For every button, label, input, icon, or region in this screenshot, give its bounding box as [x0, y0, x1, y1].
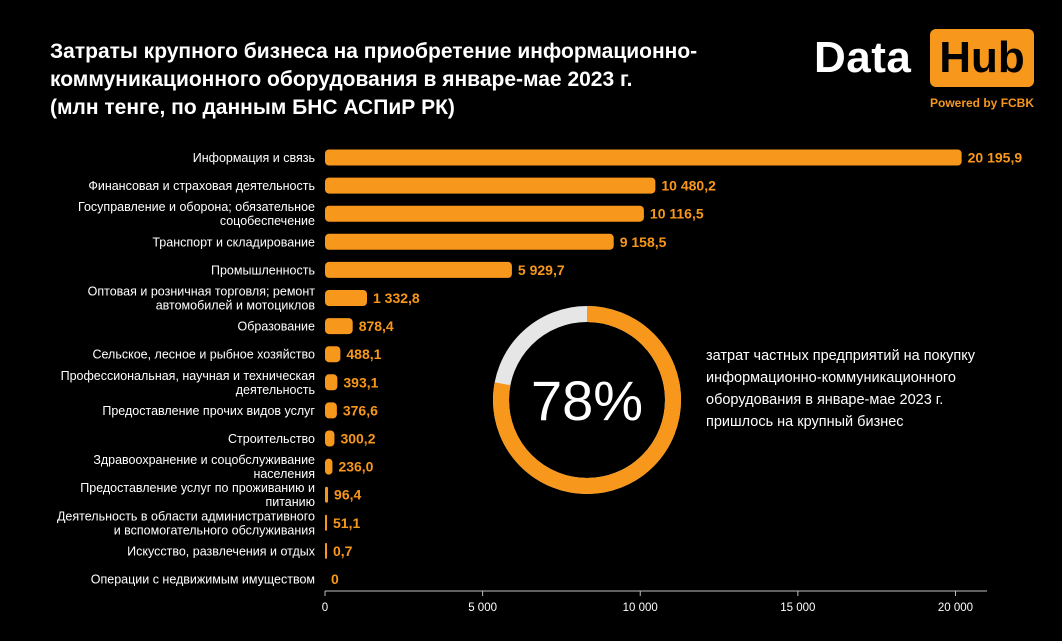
- x-tick-label-2: 10 000: [623, 602, 658, 614]
- logo-data-text: Data: [814, 33, 912, 82]
- donut-description-line-4: пришлось на крупный бизнес: [706, 414, 904, 430]
- category-label-10: Строительство: [228, 432, 315, 446]
- donut-description-line-3: оборудования в январе-мае 2023 г.: [706, 392, 944, 408]
- category-label-5: Оптовая и розничная торговля; ремонт авто…: [88, 285, 316, 313]
- value-label-10: 300,2: [340, 431, 375, 447]
- category-label-13: Деятельность в области административного…: [57, 509, 315, 537]
- category-label-8: Профессиональная, научная и техническая д…: [61, 369, 315, 397]
- bar-1: [325, 177, 656, 194]
- bar-8: [325, 374, 338, 391]
- bar-5: [325, 290, 368, 306]
- bar-3: [325, 233, 614, 250]
- chart-title-line-1: Затраты крупного бизнеса на приобретение…: [50, 40, 698, 63]
- x-tick-label-0: 0: [322, 602, 328, 614]
- category-label-4: Промышленность: [211, 263, 315, 277]
- chart-title: Затраты крупного бизнеса на приобретение…: [50, 38, 770, 122]
- value-label-4: 5 929,7: [518, 262, 565, 278]
- category-label-14: Искусство, развлечения и отдых: [127, 544, 316, 558]
- value-label-0: 20 195,9: [968, 150, 1023, 166]
- bar-11: [325, 458, 333, 475]
- bar-0: [325, 149, 962, 166]
- bar-12: [325, 486, 329, 503]
- value-label-15: 0: [331, 571, 339, 587]
- value-label-14: 0,7: [333, 543, 353, 559]
- chart-title-line-3: (млн тенге, по данным БНС АСПиР РК): [50, 96, 455, 119]
- bar-6: [325, 318, 353, 335]
- donut-description-line-1: затрат частных предприятий на покупку: [706, 348, 975, 364]
- logo-powered-by: Powered by FCBK: [930, 96, 1035, 110]
- category-label-9: Предоставление прочих видов услуг: [102, 404, 315, 418]
- value-label-2: 10 116,5: [650, 206, 704, 222]
- category-label-15: Операции с недвижимым имуществом: [91, 573, 315, 587]
- donut-share-ring: [493, 306, 681, 494]
- bar-13: [325, 514, 327, 531]
- value-label-12: 96,4: [334, 487, 361, 503]
- category-label-1: Финансовая и страховая деятельность: [88, 179, 315, 193]
- value-label-8: 393,1: [343, 374, 378, 390]
- x-tick-label-3: 15 000: [780, 602, 815, 614]
- category-label-12: Предоставление услуг по проживанию и пита…: [80, 481, 315, 509]
- category-label-0: Информация и связь: [193, 151, 315, 165]
- bar-2: [325, 205, 644, 222]
- logo-hub-text: Hub: [939, 33, 1025, 82]
- logo-hub-box: Hub: [930, 29, 1034, 87]
- bar-9: [325, 402, 337, 419]
- value-label-9: 376,6: [343, 402, 378, 418]
- donut-description-line-2: информационно-коммуникационного: [706, 370, 956, 386]
- value-label-11: 236,0: [338, 459, 373, 475]
- category-label-6: Образование: [238, 320, 316, 334]
- category-label-2: Госуправление и оборона; обязательное соц…: [78, 200, 315, 228]
- donut-percent-label: 78%: [531, 369, 643, 432]
- datahub-logo: Data Hub Powered by FCBK: [812, 25, 1044, 115]
- x-tick-label-1: 5 000: [468, 602, 497, 614]
- value-label-5: 1 332,8: [373, 290, 420, 306]
- x-tick-label-4: 20 000: [938, 602, 973, 614]
- bar-7: [325, 346, 341, 363]
- donut-description: затрат частных предприятий на покупку ин…: [706, 345, 1036, 433]
- value-label-6: 878,4: [359, 318, 394, 334]
- chart-title-line-2: коммуникационного оборудования в январе-…: [50, 68, 633, 91]
- bar-4: [325, 261, 512, 278]
- bar-10: [325, 430, 335, 447]
- category-label-3: Транспорт и складирование: [152, 235, 315, 249]
- value-label-3: 9 158,5: [620, 234, 667, 250]
- category-label-7: Сельское, лесное и рыбное хозяйство: [92, 348, 315, 362]
- value-label-13: 51,1: [333, 515, 360, 531]
- value-label-1: 10 480,2: [661, 178, 716, 194]
- value-label-7: 488,1: [346, 346, 381, 362]
- category-label-11: Здравоохранение и соцобслуживание населен…: [93, 453, 315, 481]
- bar-14: [325, 542, 327, 559]
